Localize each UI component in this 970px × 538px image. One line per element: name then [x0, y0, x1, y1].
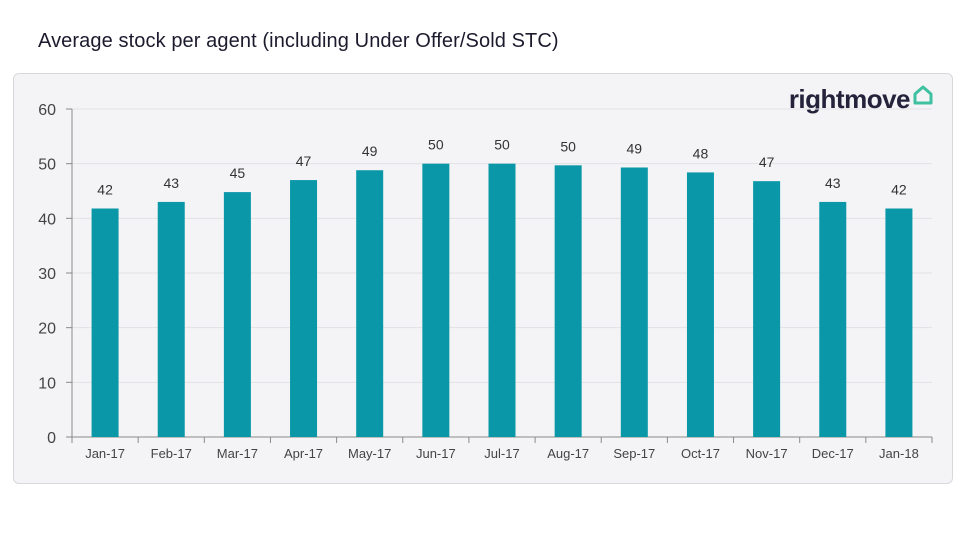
house-outline-icon [913, 85, 933, 105]
x-tick-label: Feb-17 [151, 446, 192, 461]
bar [157, 201, 185, 437]
x-tick-label: Jan-17 [85, 446, 125, 461]
data-label: 50 [560, 138, 576, 154]
data-label: 49 [362, 143, 378, 159]
x-tick-label: Jan-18 [879, 446, 919, 461]
x-tick-label: Dec-17 [812, 446, 854, 461]
bar [422, 163, 450, 437]
bar [686, 172, 714, 437]
bar [356, 170, 384, 437]
x-tick-label: Nov-17 [746, 446, 788, 461]
x-tick-label: Jun-17 [416, 446, 456, 461]
bar [488, 163, 516, 437]
x-tick-label: Oct-17 [681, 446, 720, 461]
x-tick-label: Mar-17 [217, 446, 258, 461]
bar [91, 208, 119, 437]
bar [885, 208, 913, 437]
y-tick-label: 10 [38, 375, 56, 392]
y-tick-label: 60 [38, 102, 56, 119]
bar [223, 192, 251, 437]
y-tick-label: 0 [47, 430, 56, 447]
x-tick-label: Aug-17 [547, 446, 589, 461]
page-title: Average stock per agent (including Under… [38, 30, 559, 52]
data-label: 45 [230, 165, 246, 181]
bar [819, 201, 847, 437]
y-tick-label: 20 [38, 321, 56, 338]
data-label: 47 [759, 154, 775, 170]
x-tick-label: Sep-17 [613, 446, 655, 461]
data-label: 42 [891, 181, 907, 197]
y-tick-label: 30 [38, 266, 56, 283]
x-tick-label: May-17 [348, 446, 391, 461]
x-tick-label: Jul-17 [484, 446, 519, 461]
data-label: 48 [693, 145, 709, 161]
data-label: 50 [494, 137, 510, 153]
data-label: 43 [163, 175, 179, 191]
bar [554, 165, 582, 437]
data-label: 49 [627, 140, 643, 156]
y-tick-label: 40 [38, 211, 56, 228]
data-label: 42 [97, 181, 113, 197]
rightmove-logo: rightmove [789, 84, 934, 112]
logo-text: rightmove [788, 84, 911, 114]
bar [753, 181, 781, 437]
x-tick-label: Apr-17 [284, 446, 323, 461]
data-label: 50 [428, 137, 444, 153]
bar [290, 180, 318, 438]
data-label: 47 [296, 153, 312, 169]
y-tick-label: 50 [38, 157, 56, 174]
bar [620, 167, 648, 437]
data-label: 43 [825, 175, 841, 191]
